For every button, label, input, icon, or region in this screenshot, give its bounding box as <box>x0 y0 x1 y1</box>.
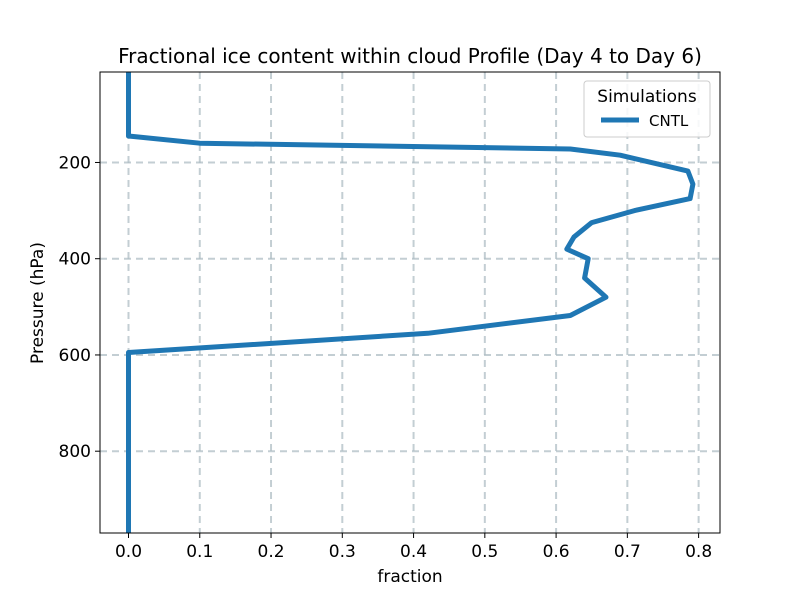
y-tick-label: 800 <box>59 442 91 462</box>
x-tick-label: 0.6 <box>543 542 570 562</box>
x-axis-label: fraction <box>377 567 442 587</box>
legend-box <box>583 80 711 138</box>
x-tick-label: 0.8 <box>685 542 712 562</box>
x-tick-label: 0.5 <box>471 542 498 562</box>
y-tick-label: 600 <box>59 346 91 366</box>
y-axis: 200 400 600 800 <box>59 153 100 462</box>
legend: Simulations CNTL <box>583 80 711 138</box>
series-line-cntl <box>126 72 696 533</box>
y-tick-label: 200 <box>59 153 91 173</box>
plot-frame <box>99 71 721 534</box>
x-tick-label: 0.4 <box>400 542 427 562</box>
y-tick-label: 400 <box>59 250 91 270</box>
y-axis-label: Pressure (hPa) <box>28 242 48 364</box>
chart-title: Fractional ice content within cloud Prof… <box>118 44 702 68</box>
x-tick-label: 0.2 <box>258 542 285 562</box>
x-axis: 0.0 0.1 0.2 0.3 0.4 0.5 0.6 0.7 0.8 <box>115 533 712 562</box>
legend-title: Simulations <box>597 87 697 107</box>
x-tick-label: 0.3 <box>329 542 356 562</box>
x-tick-label: 0.1 <box>186 542 213 562</box>
x-tick-label: 0.0 <box>115 542 142 562</box>
series-layer <box>126 72 696 533</box>
legend-label-cntl: CNTL <box>649 112 689 130</box>
x-tick-label: 0.7 <box>614 542 641 562</box>
